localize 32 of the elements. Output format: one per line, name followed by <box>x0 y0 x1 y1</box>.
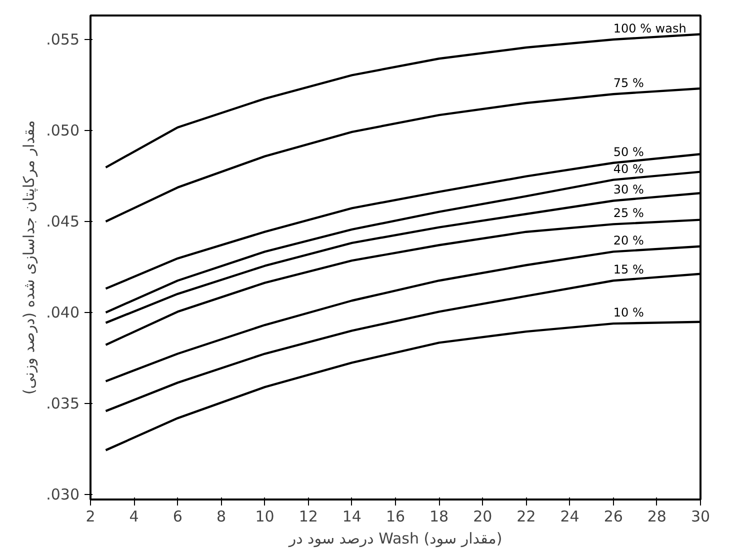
series-label: 75 % <box>613 76 644 90</box>
series-label: 50 % <box>613 144 644 159</box>
y-tick-label: .045 <box>46 212 80 231</box>
x-tick-label: 28 <box>647 508 666 526</box>
x-tick-label: 22 <box>516 508 536 526</box>
series-label: 10 % <box>613 306 644 320</box>
x-tick-label: 6 <box>172 508 182 526</box>
x-tick-label: 10 <box>255 508 274 526</box>
x-tick-label: 20 <box>473 508 492 526</box>
x-tick-label: 30 <box>690 508 710 526</box>
y-tick-label: .055 <box>46 30 80 49</box>
x-tick-label: 4 <box>129 508 139 526</box>
series-label: 100 % wash <box>613 22 686 36</box>
y-tick-label: .040 <box>46 304 80 322</box>
x-tick-label: 16 <box>386 508 406 526</box>
x-tick-label: 2 <box>86 508 96 526</box>
x-tick-label: 18 <box>430 508 449 526</box>
series-label: 15 % <box>613 262 644 277</box>
x-tick-label: 14 <box>342 508 362 526</box>
y-tick-label: .050 <box>46 122 80 140</box>
y-axis-title: مقدار مرکاپتان جداسازی شده (درصد وزنی) <box>20 120 38 395</box>
y-tick-label: .030 <box>46 486 80 504</box>
x-axis-title: درصد سود در Wash (مقدار سود) <box>288 530 502 548</box>
series-label: 20 % <box>613 234 644 248</box>
y-tick-label: .035 <box>46 394 80 413</box>
x-tick-label: 26 <box>604 508 623 526</box>
x-tick-label: 12 <box>298 508 318 526</box>
x-tick-label: 8 <box>216 508 226 526</box>
series-label: 30 % <box>613 182 644 197</box>
series-label: 25 % <box>613 206 644 220</box>
series-label: 40 % <box>613 162 644 176</box>
x-tick-label: 24 <box>560 508 580 526</box>
